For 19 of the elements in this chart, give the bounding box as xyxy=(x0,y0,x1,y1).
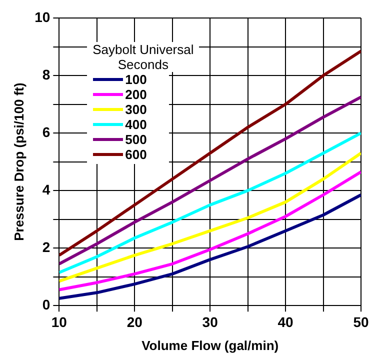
y-tick-label: 10 xyxy=(34,8,50,25)
x-axis-title: Volume Flow (gal/min) xyxy=(142,338,279,353)
legend-label: 600 xyxy=(125,147,147,162)
y-axis-title: Pressure Drop (psi/100 ft) xyxy=(11,82,26,241)
legend-title: Saybolt Universal Seconds xyxy=(87,42,200,72)
y-tick-label: 2 xyxy=(42,238,50,255)
legend-label: 200 xyxy=(125,87,147,102)
y-tick-label: 0 xyxy=(42,296,50,312)
y-tick-label: 6 xyxy=(42,124,50,140)
legend-label: 100 xyxy=(125,72,147,87)
legend-label: 400 xyxy=(125,117,147,132)
y-tick-label: 4 xyxy=(42,181,50,198)
legend-label: 500 xyxy=(125,132,147,147)
x-tick-label: 20 xyxy=(126,314,143,330)
y-tick-label: 8 xyxy=(42,66,50,82)
x-tick-label: 40 xyxy=(278,314,294,330)
x-tick-label: 50 xyxy=(353,314,369,330)
x-tick-label: 30 xyxy=(202,314,218,330)
legend-label: 300 xyxy=(125,102,147,117)
